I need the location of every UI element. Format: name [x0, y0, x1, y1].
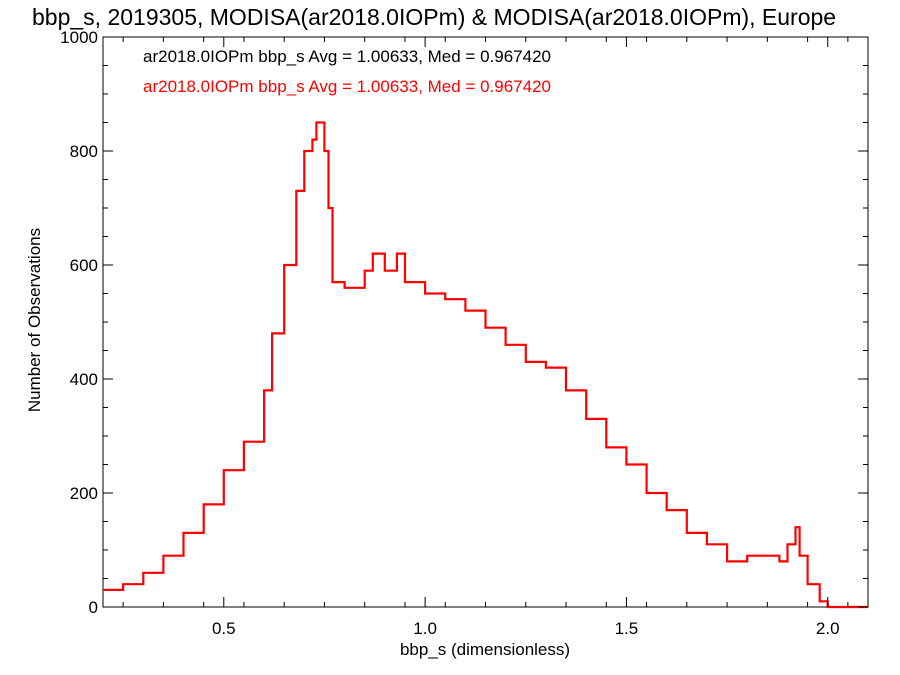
histogram-series-0	[103, 121, 868, 609]
y-tick-label: 1000	[60, 28, 98, 47]
y-tick-label: 200	[70, 484, 98, 503]
legend-entry-red: ar2018.0IOPm bbp_s Avg = 1.00633, Med = …	[143, 77, 551, 96]
y-tick-label: 600	[70, 256, 98, 275]
y-axis-label: Number of Observations	[25, 228, 44, 412]
x-axis-ticks: 0.5 1.0 1.5 2.0	[122, 37, 849, 638]
y-tick-label: 800	[70, 142, 98, 161]
legend: ar2018.0IOPm bbp_s Avg = 1.00633, Med = …	[143, 47, 551, 96]
plot-area	[102, 36, 869, 609]
y-tick-label: 0	[89, 598, 98, 617]
x-tick-label: 2.0	[816, 619, 840, 638]
y-tick-label: 400	[70, 370, 98, 389]
x-tick-label: 1.0	[413, 619, 437, 638]
y-axis-ticks: 0 200 400 600 800 1000	[60, 28, 868, 617]
x-axis-label: bbp_s (dimensionless)	[400, 640, 570, 659]
x-tick-label: 1.5	[615, 619, 639, 638]
legend-entry-black: ar2018.0IOPm bbp_s Avg = 1.00633, Med = …	[143, 47, 551, 66]
chart-title: bbp_s, 2019305, MODISA(ar2018.0IOPm) & M…	[32, 4, 836, 30]
x-tick-label: 0.5	[212, 619, 236, 638]
